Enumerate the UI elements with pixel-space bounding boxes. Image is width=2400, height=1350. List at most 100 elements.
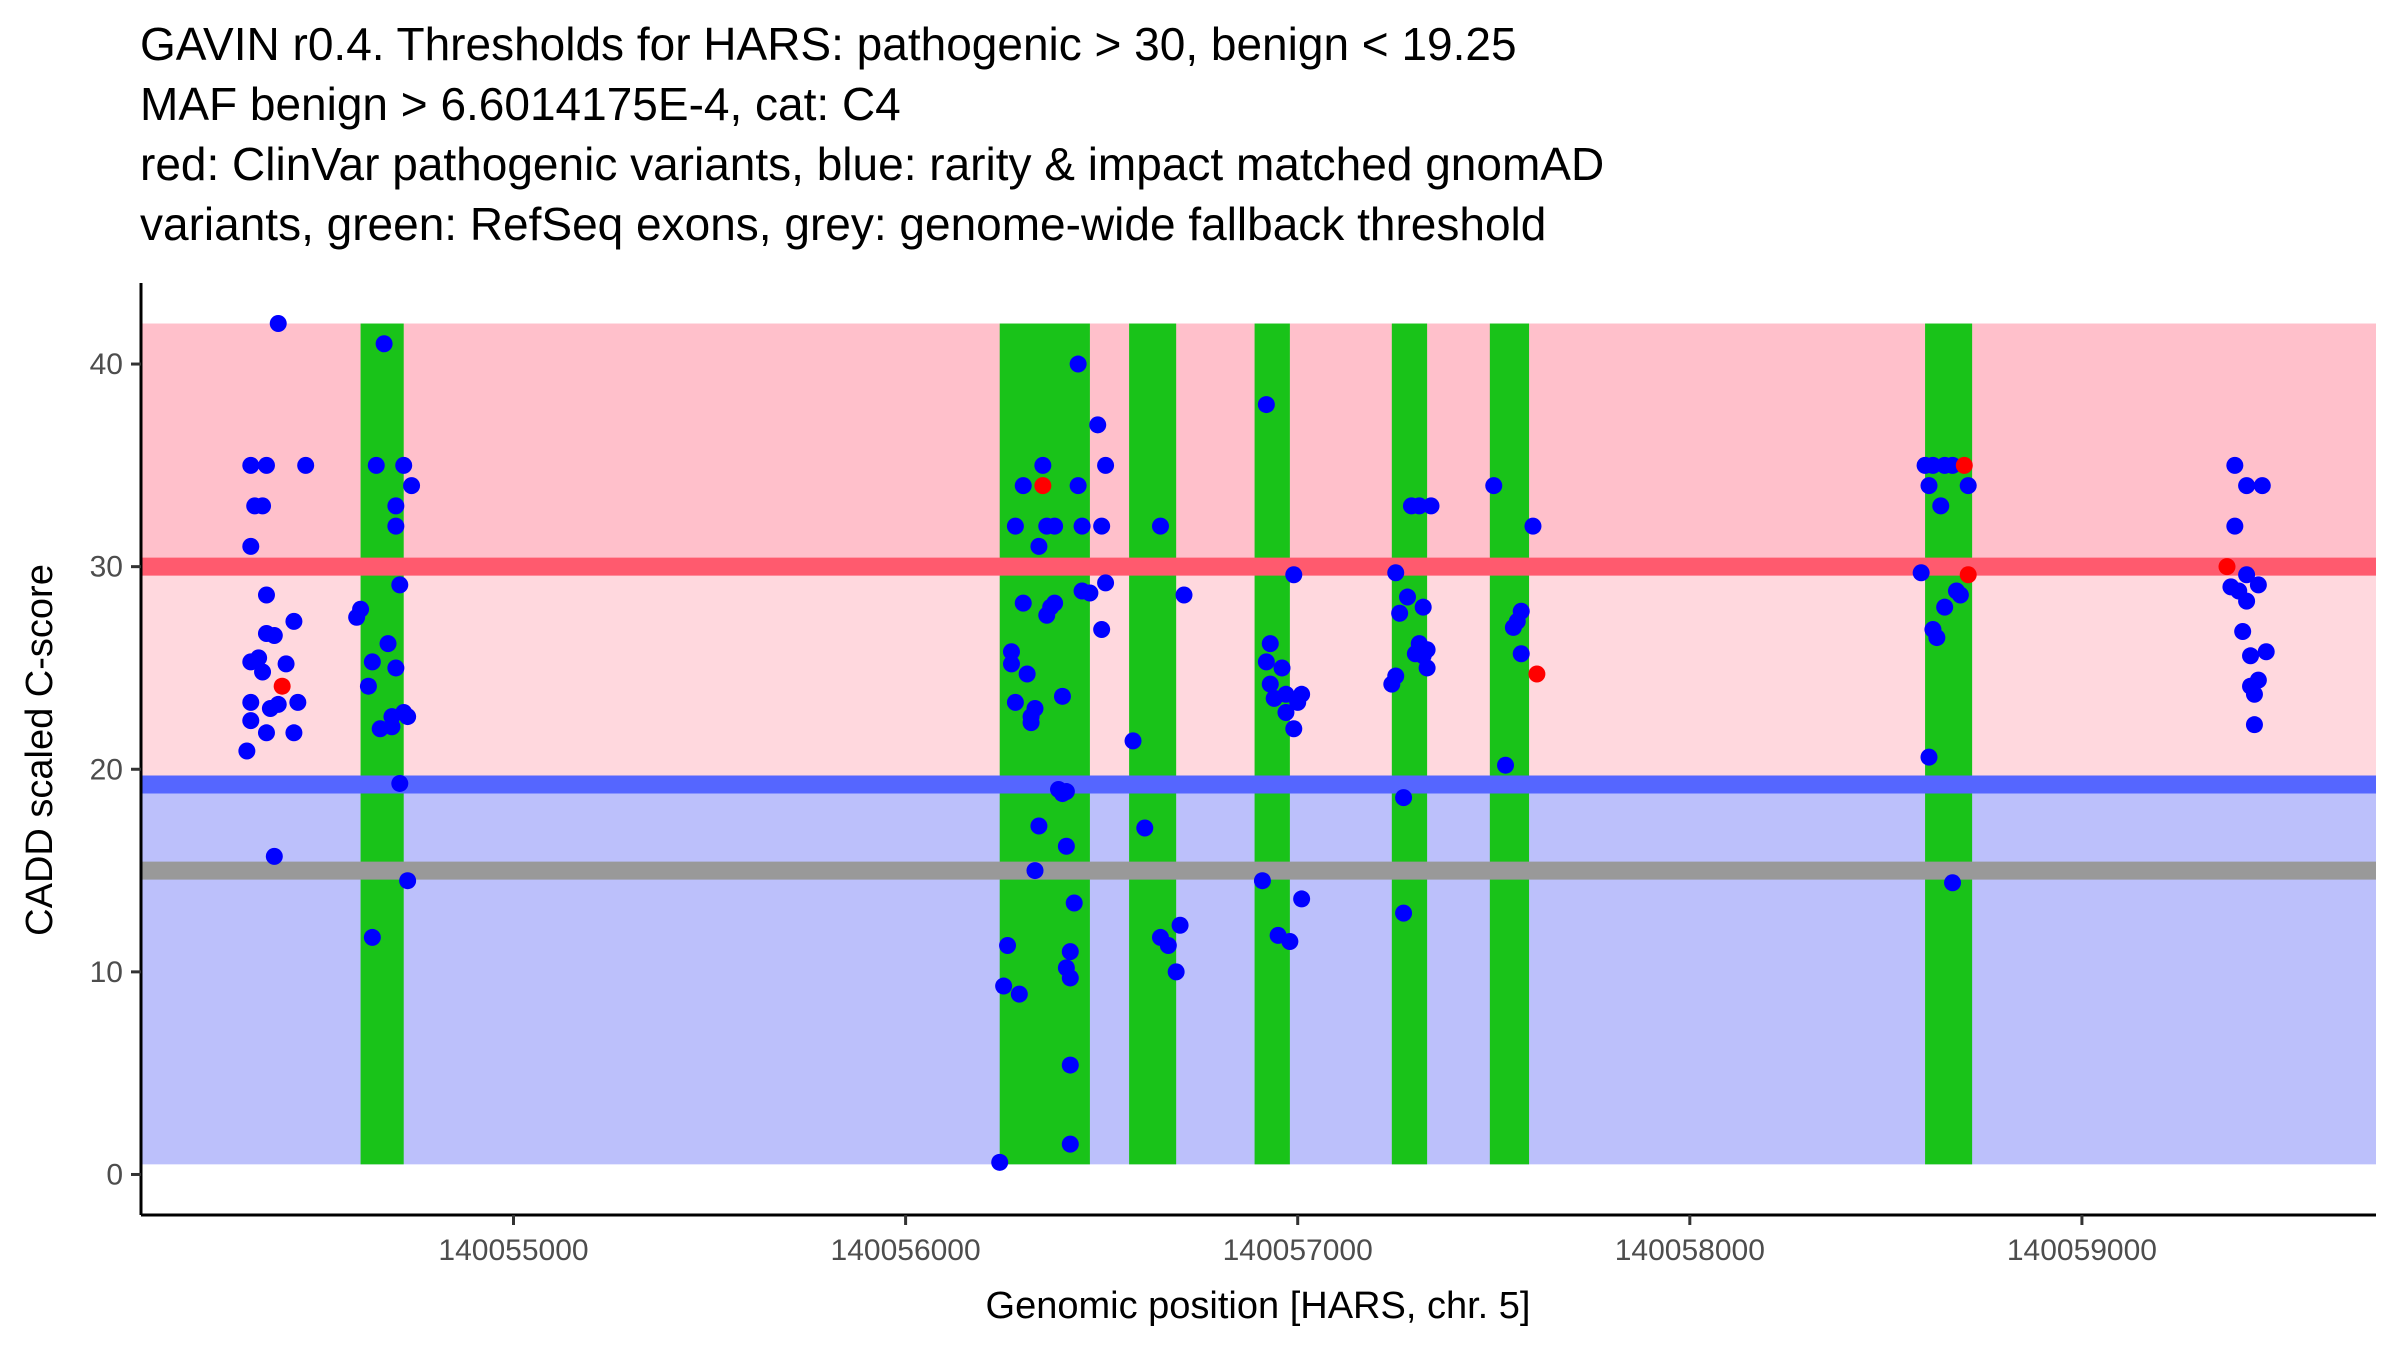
gnomad-point-27 [359,677,377,695]
gnomad-point-52 [1010,985,1028,1003]
gnomad-point-115 [1387,667,1405,685]
gnomad-point-21 [277,655,295,673]
gnomad-point-165 [2249,671,2267,689]
gnomad-point-107 [1277,704,1295,722]
gnomad-point-101 [1261,635,1279,653]
clinvar-point-5 [1959,566,1977,584]
gnomad-point-118 [1395,789,1413,807]
gnomad-point-54 [1006,517,1024,535]
gnomad-point-17 [238,742,256,760]
gnomad-point-162 [2245,685,2263,703]
exon-bar-1 [360,323,404,1165]
gnomad-point-94 [1159,937,1177,955]
y-tick-label-20: 20 [90,753,123,786]
gnomad-point-73 [1057,837,1075,855]
gnomad-point-55 [1014,594,1032,612]
y-tick-label-30: 30 [90,551,123,584]
gnomad-point-130 [1485,477,1503,495]
gnomad-point-71 [1053,687,1071,705]
gnomad-point-46 [995,977,1013,995]
gnomad-point-150 [1944,874,1962,892]
gnomad-point-143 [1920,748,1938,766]
gnomad-point-149 [1951,586,1969,604]
gnomad-point-19 [269,315,287,333]
gnomad-point-151 [1959,477,1977,495]
gnomad-point-92 [1151,517,1169,535]
x-tick-label-3: 140057000 [1223,1234,1373,1267]
gnomad-point-119 [1395,904,1413,922]
gnomad-point-166 [2253,477,2271,495]
gnomad-point-91 [1136,819,1154,837]
y-tick-label-10: 10 [90,956,123,989]
title-line-3: red: ClinVar pathogenic variants, blue: … [140,138,1604,190]
gnomad-point-4 [254,497,272,515]
gnomad-point-68 [1046,517,1064,535]
gnomad-point-78 [1061,1135,1079,1153]
clinvar-point-2 [1034,477,1052,495]
gnomad-point-63 [1034,456,1052,474]
gnomad-point-152 [2226,456,2244,474]
gnomad-point-120 [1399,588,1416,606]
gnomad-point-126 [1414,598,1432,616]
gnomad-point-34 [387,659,405,677]
gnomad-point-145 [1936,598,1954,616]
gnomad-point-20 [297,456,315,474]
gnomad-point-158 [2238,592,2256,610]
gnomad-point-124 [1410,497,1428,515]
gnomad-point-112 [1293,685,1311,703]
gnomad-point-100 [1257,653,1275,671]
gnomad-point-56 [1018,665,1036,683]
gnomad-point-67 [1046,594,1064,612]
gnomad-point-97 [1175,586,1193,604]
x-axis-title: Genomic position [HARS, chr. 5] [986,1285,1531,1327]
clinvar-point-4 [1955,456,1973,474]
gnomad-point-142 [1928,629,1946,647]
gnomad-point-108 [1281,932,1299,950]
x-tick-label-5: 140059000 [2007,1234,2157,1267]
gnomad-point-90 [1124,732,1142,750]
gnomad-point-2 [257,456,275,474]
x-tick-label-2: 140056000 [831,1234,981,1267]
gnomad-point-59 [1026,699,1044,717]
y-tick-label-0: 0 [106,1158,123,1191]
gnomad-point-11 [254,663,272,681]
gnomad-point-35 [387,497,405,515]
gnomad-point-50 [1002,655,1020,673]
variant-points [238,315,2275,1171]
gnomad-point-8 [265,627,283,645]
gnomad-point-167 [2257,643,2275,661]
gnomad-point-16 [257,724,275,742]
gnomad-point-129 [1422,497,1440,515]
gnomad-point-77 [1061,1056,1079,1074]
gnomad-point-18 [265,847,283,865]
exon-bar-7 [1925,323,1973,1165]
gnomad-point-109 [1285,720,1303,738]
gnomad-point-80 [1069,477,1087,495]
axes: 0 10 20 30 40 140055000 140056000 140057000 1400… [90,283,2376,1267]
gnomad-point-117 [1391,604,1409,622]
title-line-4: variants, green: RefSeq exons, grey: gen… [140,198,1546,250]
clinvar-point-3 [1528,665,1546,683]
gnomad-point-81 [1069,355,1087,373]
gnomad-point-72 [1057,783,1075,801]
gnomad-point-110 [1285,566,1303,584]
gnomad-point-128 [1418,641,1436,659]
threshold-lines [141,557,2376,880]
gnomad-point-37 [391,576,409,594]
title-line-1: GAVIN r0.4. Thresholds for HARS: pathoge… [140,18,1517,70]
gnomad-point-140 [1924,456,1942,474]
gnomad-point-43 [399,708,417,726]
exon-bar-6 [1489,323,1530,1165]
y-axis-title: CADD scaled C-score [19,564,61,936]
gnomad-point-30 [375,335,393,353]
gnomad-point-153 [2226,517,2244,535]
gnomad-point-98 [1253,872,1271,890]
gnomad-point-23 [285,724,303,742]
gnomad-point-102 [1261,675,1279,693]
exon-bar-4 [1254,323,1290,1165]
gnomad-point-157 [2238,566,2256,584]
gnomad-point-127 [1418,659,1436,677]
gnomad-point-60 [1030,817,1048,835]
gnomad-point-47 [999,937,1017,955]
gnomad-point-12 [242,693,260,711]
